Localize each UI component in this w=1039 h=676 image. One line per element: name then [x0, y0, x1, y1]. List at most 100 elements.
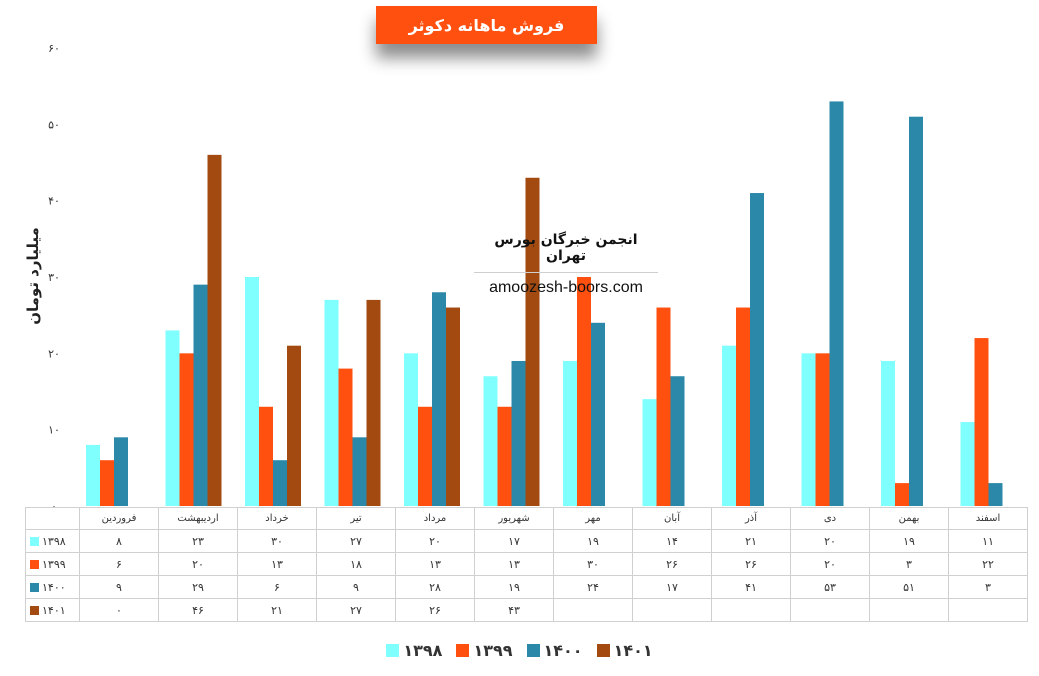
y-tick-label: ۰	[51, 500, 57, 513]
data-label: ۱۴	[632, 529, 712, 553]
data-label: ۲۳	[158, 529, 238, 553]
bar	[895, 483, 909, 506]
table-row: ۱۴۰۱ ۰ ۴۶ ۲۱ ۲۷ ۲۶ ۴۳	[25, 598, 1028, 622]
data-label: ۲۷	[316, 598, 396, 622]
data-label: ۴۳	[474, 598, 554, 622]
data-label: ۳۰	[237, 529, 317, 553]
bar	[418, 406, 432, 506]
data-table: فروردین اردیبهشت خرداد تیر مرداد شهریور مهر آبا…	[25, 507, 1028, 622]
data-label: ۱۷	[474, 529, 554, 553]
series-label: ۱۴۰۰	[25, 575, 80, 599]
bar	[287, 345, 301, 506]
bar	[642, 399, 657, 506]
bar	[525, 177, 540, 506]
bar	[511, 360, 526, 506]
bar	[259, 406, 273, 506]
bar	[829, 101, 844, 506]
series-swatch	[30, 537, 39, 546]
category-label: آذر	[711, 507, 791, 530]
data-label: ۲۶	[632, 552, 712, 576]
data-label: ۲۶	[395, 598, 475, 622]
bar	[404, 353, 418, 506]
legend-swatch	[526, 644, 540, 657]
data-label: ۴۱	[711, 575, 791, 599]
category-label: خرداد	[237, 507, 317, 530]
y-tick-label: ۵۰	[48, 118, 60, 131]
data-label: ۱۱	[948, 529, 1028, 553]
watermark-title: انجمن خبرگان بورس تهران	[474, 232, 658, 273]
bar	[909, 116, 923, 506]
data-label: ۶	[79, 552, 159, 576]
legend: ۱۳۹۸ ۱۳۹۹ ۱۴۰۰ ۱۴۰۱	[0, 641, 1039, 660]
category-label: فروردین	[79, 507, 159, 530]
y-tick-label: ۱۰	[48, 424, 60, 437]
bar	[245, 277, 259, 506]
table-corner	[25, 507, 80, 530]
series-label: ۱۳۹۹	[25, 552, 80, 576]
legend-label: ۱۳۹۹	[473, 641, 513, 660]
bar	[179, 353, 194, 506]
data-label: ۹	[316, 575, 396, 599]
bar	[352, 437, 367, 506]
legend-item: ۱۳۹۹	[456, 641, 513, 660]
data-label: ۲۶	[711, 552, 791, 576]
data-label: ۲۹	[158, 575, 238, 599]
bar	[656, 307, 671, 506]
table-row: ۱۳۹۹ ۶ ۲۰ ۱۳ ۱۸ ۱۳ ۱۳ ۳۰ ۲۶ ۲۶ ۲۰ ۳ ۲۲	[25, 552, 1028, 576]
category-label: مهر	[553, 507, 633, 530]
series-label: ۱۳۹۸	[25, 529, 80, 553]
data-label	[711, 598, 791, 622]
data-label: ۵۳	[790, 575, 870, 599]
bar	[881, 360, 895, 506]
bar	[193, 284, 208, 506]
legend-item: ۱۴۰۱	[596, 641, 653, 660]
series-swatch	[30, 560, 39, 569]
series-swatch	[30, 606, 39, 615]
y-tick-label: ۴۰	[48, 195, 60, 208]
watermark: انجمن خبرگان بورس تهران amoozesh-boors.c…	[474, 232, 658, 297]
data-label: ۱۷	[632, 575, 712, 599]
bar	[273, 460, 287, 506]
data-label: ۲۱	[711, 529, 791, 553]
category-label: تیر	[316, 507, 396, 530]
legend-swatch	[386, 644, 400, 657]
bar	[483, 376, 498, 506]
data-label: ۳	[869, 552, 949, 576]
data-label: ۸	[79, 529, 159, 553]
category-label: اسفند	[948, 507, 1028, 530]
data-label: ۲۷	[316, 529, 396, 553]
bar	[100, 460, 114, 506]
legend-item: ۱۳۹۸	[386, 641, 442, 660]
data-label: ۲۰	[395, 529, 475, 553]
data-label: ۲۴	[553, 575, 633, 599]
bar	[960, 422, 975, 506]
data-label: ۲۰	[790, 529, 870, 553]
bar	[801, 353, 816, 506]
data-label: ۳۰	[553, 552, 633, 576]
data-label: ۱۹	[474, 575, 554, 599]
category-label: اردیبهشت	[158, 507, 238, 530]
bar	[563, 360, 577, 506]
y-axis-title: میلیارد تومان	[24, 227, 42, 325]
data-label: ۹	[79, 575, 159, 599]
bar	[736, 307, 750, 506]
legend-swatch	[456, 644, 470, 657]
data-label: ۲۸	[395, 575, 475, 599]
bar	[815, 353, 830, 506]
table-row: ۱۳۹۸ ۸ ۲۳ ۳۰ ۲۷ ۲۰ ۱۷ ۱۹ ۱۴ ۲۱ ۲۰ ۱۹ ۱۱	[25, 529, 1028, 553]
bar	[207, 154, 222, 506]
watermark-url: amoozesh-boors.com	[489, 279, 643, 296]
category-label: آبان	[632, 507, 712, 530]
bar	[432, 292, 446, 506]
bar	[446, 307, 460, 506]
bar	[988, 483, 1003, 506]
legend-label: ۱۴۰۰	[543, 641, 583, 660]
data-label: ۱۳	[237, 552, 317, 576]
data-label: ۱۳	[474, 552, 554, 576]
category-label: دی	[790, 507, 870, 530]
y-tick-label: ۶۰	[48, 42, 60, 55]
category-label: مرداد	[395, 507, 475, 530]
series-label: ۱۴۰۱	[25, 598, 80, 622]
data-label: ۲۱	[237, 598, 317, 622]
